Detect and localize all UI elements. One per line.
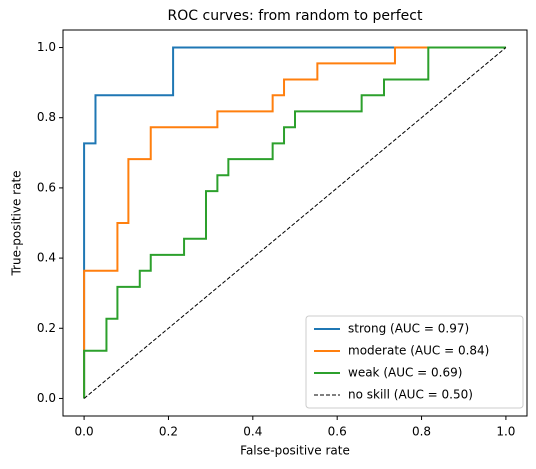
legend-label: weak (AUC = 0.69) — [348, 366, 462, 380]
x-tick-label: 0.4 — [243, 425, 262, 439]
y-axis-label: True-positive rate — [10, 170, 24, 276]
x-tick-label: 1.0 — [496, 425, 515, 439]
x-tick-label: 0.0 — [75, 425, 94, 439]
chart-title: ROC curves: from random to perfect — [168, 8, 423, 24]
x-tick-label: 0.2 — [159, 425, 178, 439]
x-tick-label: 0.6 — [328, 425, 347, 439]
legend-box — [305, 315, 524, 409]
roc-line — [83, 46, 506, 399]
legend-label: no skill (AUC = 0.50) — [348, 388, 473, 402]
y-tick-label: 0.6 — [37, 180, 56, 194]
roc-line — [83, 46, 506, 399]
legend-label: strong (AUC = 0.97) — [348, 322, 469, 336]
roc-line — [83, 46, 506, 399]
x-axis-label: False-positive rate — [240, 444, 350, 458]
legend-label: moderate (AUC = 0.84) — [348, 344, 489, 358]
y-tick-label: 0.0 — [37, 391, 56, 405]
x-tick-label: 0.8 — [412, 425, 431, 439]
plot-frame — [62, 29, 528, 417]
y-tick-label: 0.4 — [37, 251, 56, 265]
roc-line — [83, 47, 507, 399]
y-tick-label: 0.2 — [37, 321, 56, 335]
y-tick-label: 1.0 — [37, 40, 56, 54]
y-tick-label: 0.8 — [37, 110, 56, 124]
